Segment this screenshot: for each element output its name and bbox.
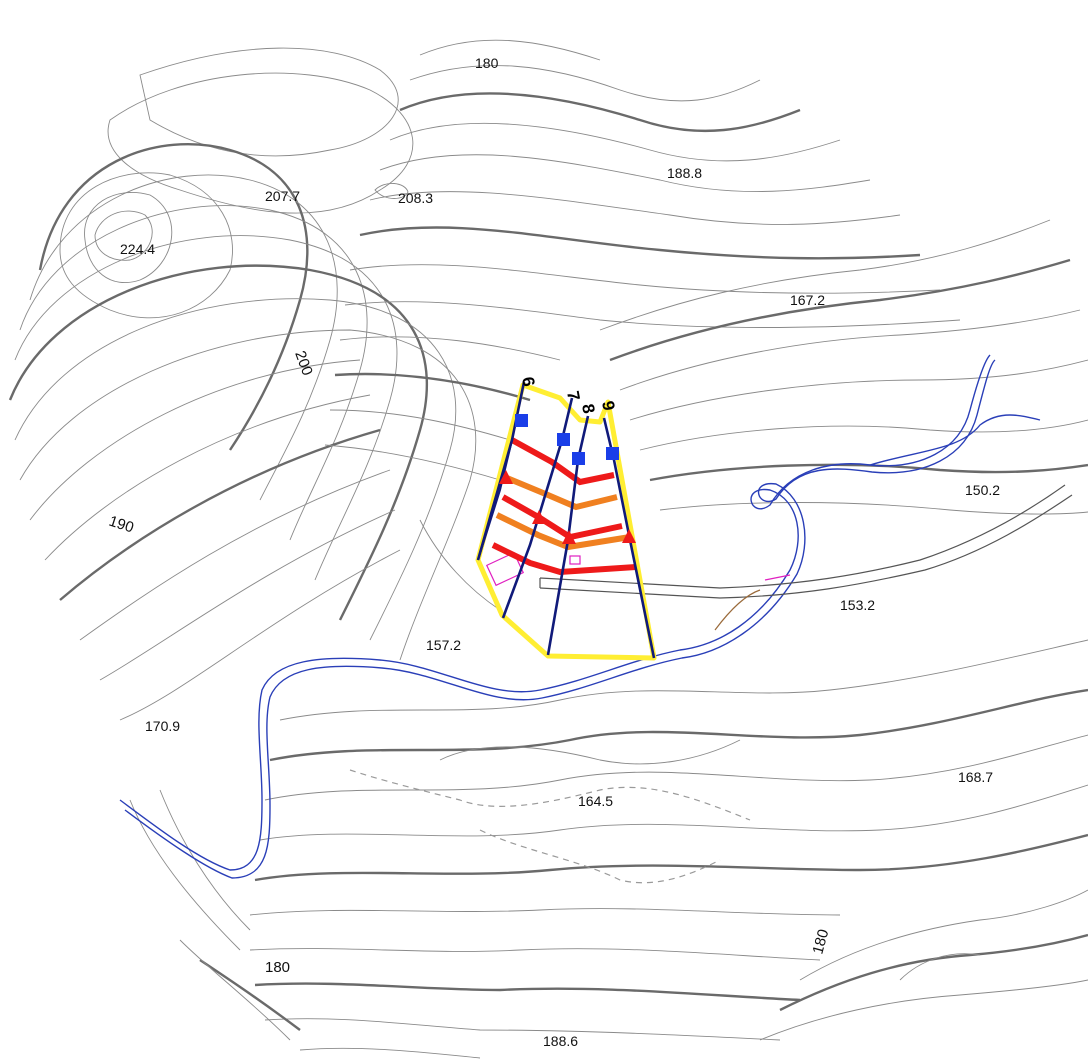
square-marker-icon xyxy=(515,414,528,427)
elevation-label: 207.7 xyxy=(265,188,300,204)
contour-index-label: 190 xyxy=(107,513,136,537)
elevation-label: 167.2 xyxy=(790,292,825,308)
section-label-7: 7 xyxy=(563,389,583,402)
section-label-8: 8 xyxy=(578,402,598,415)
survey-zone xyxy=(475,381,657,661)
triangle-marker-icon xyxy=(622,529,636,543)
elevation-label: 164.5 xyxy=(578,793,613,809)
elevation-label: 153.2 xyxy=(840,597,875,613)
band-red-1 xyxy=(510,437,615,486)
section-line-9 xyxy=(602,417,656,659)
dashed-trail xyxy=(349,769,751,884)
elevation-labels: 180 188.8 207.7 208.3 224.4 167.2 200 19… xyxy=(107,55,1000,1049)
contour-index-label: 200 xyxy=(291,349,316,378)
section-line-outer xyxy=(477,439,513,561)
section-label-9: 9 xyxy=(598,399,618,412)
contour-index-label: 180 xyxy=(265,959,290,976)
section-label-6: 6 xyxy=(518,375,538,388)
road xyxy=(539,484,1073,599)
buildings xyxy=(485,551,791,631)
elevation-label: 224.4 xyxy=(120,241,155,257)
triangle-marker-icon xyxy=(562,530,576,544)
elevation-label: 157.2 xyxy=(426,637,461,653)
square-marker-icon xyxy=(557,433,570,446)
section-line-7 xyxy=(501,397,574,619)
square-marker-icon xyxy=(606,447,619,460)
contour-lines xyxy=(8,39,1088,1059)
elevation-label: 150.2 xyxy=(965,482,1000,498)
band-red-3 xyxy=(491,542,637,576)
elevation-label: 170.9 xyxy=(145,718,180,734)
triangle-marker-icon xyxy=(499,470,513,484)
section-line-8 xyxy=(546,415,590,656)
square-marker-icon xyxy=(572,452,585,465)
elevation-label: 168.7 xyxy=(958,769,993,785)
triangle-marker-icon xyxy=(532,510,546,524)
band-orange-1 xyxy=(505,475,618,511)
elevation-label: 208.3 xyxy=(398,190,433,206)
band-orange-2 xyxy=(495,512,631,551)
elevation-label: 180 xyxy=(475,55,499,71)
band-red-2 xyxy=(501,494,623,541)
elevation-label: 188.6 xyxy=(543,1033,578,1049)
section-labels: 6 7 8 9 xyxy=(518,375,618,415)
elevation-label: 188.8 xyxy=(667,165,702,181)
contour-index-label: 180 xyxy=(809,927,832,956)
